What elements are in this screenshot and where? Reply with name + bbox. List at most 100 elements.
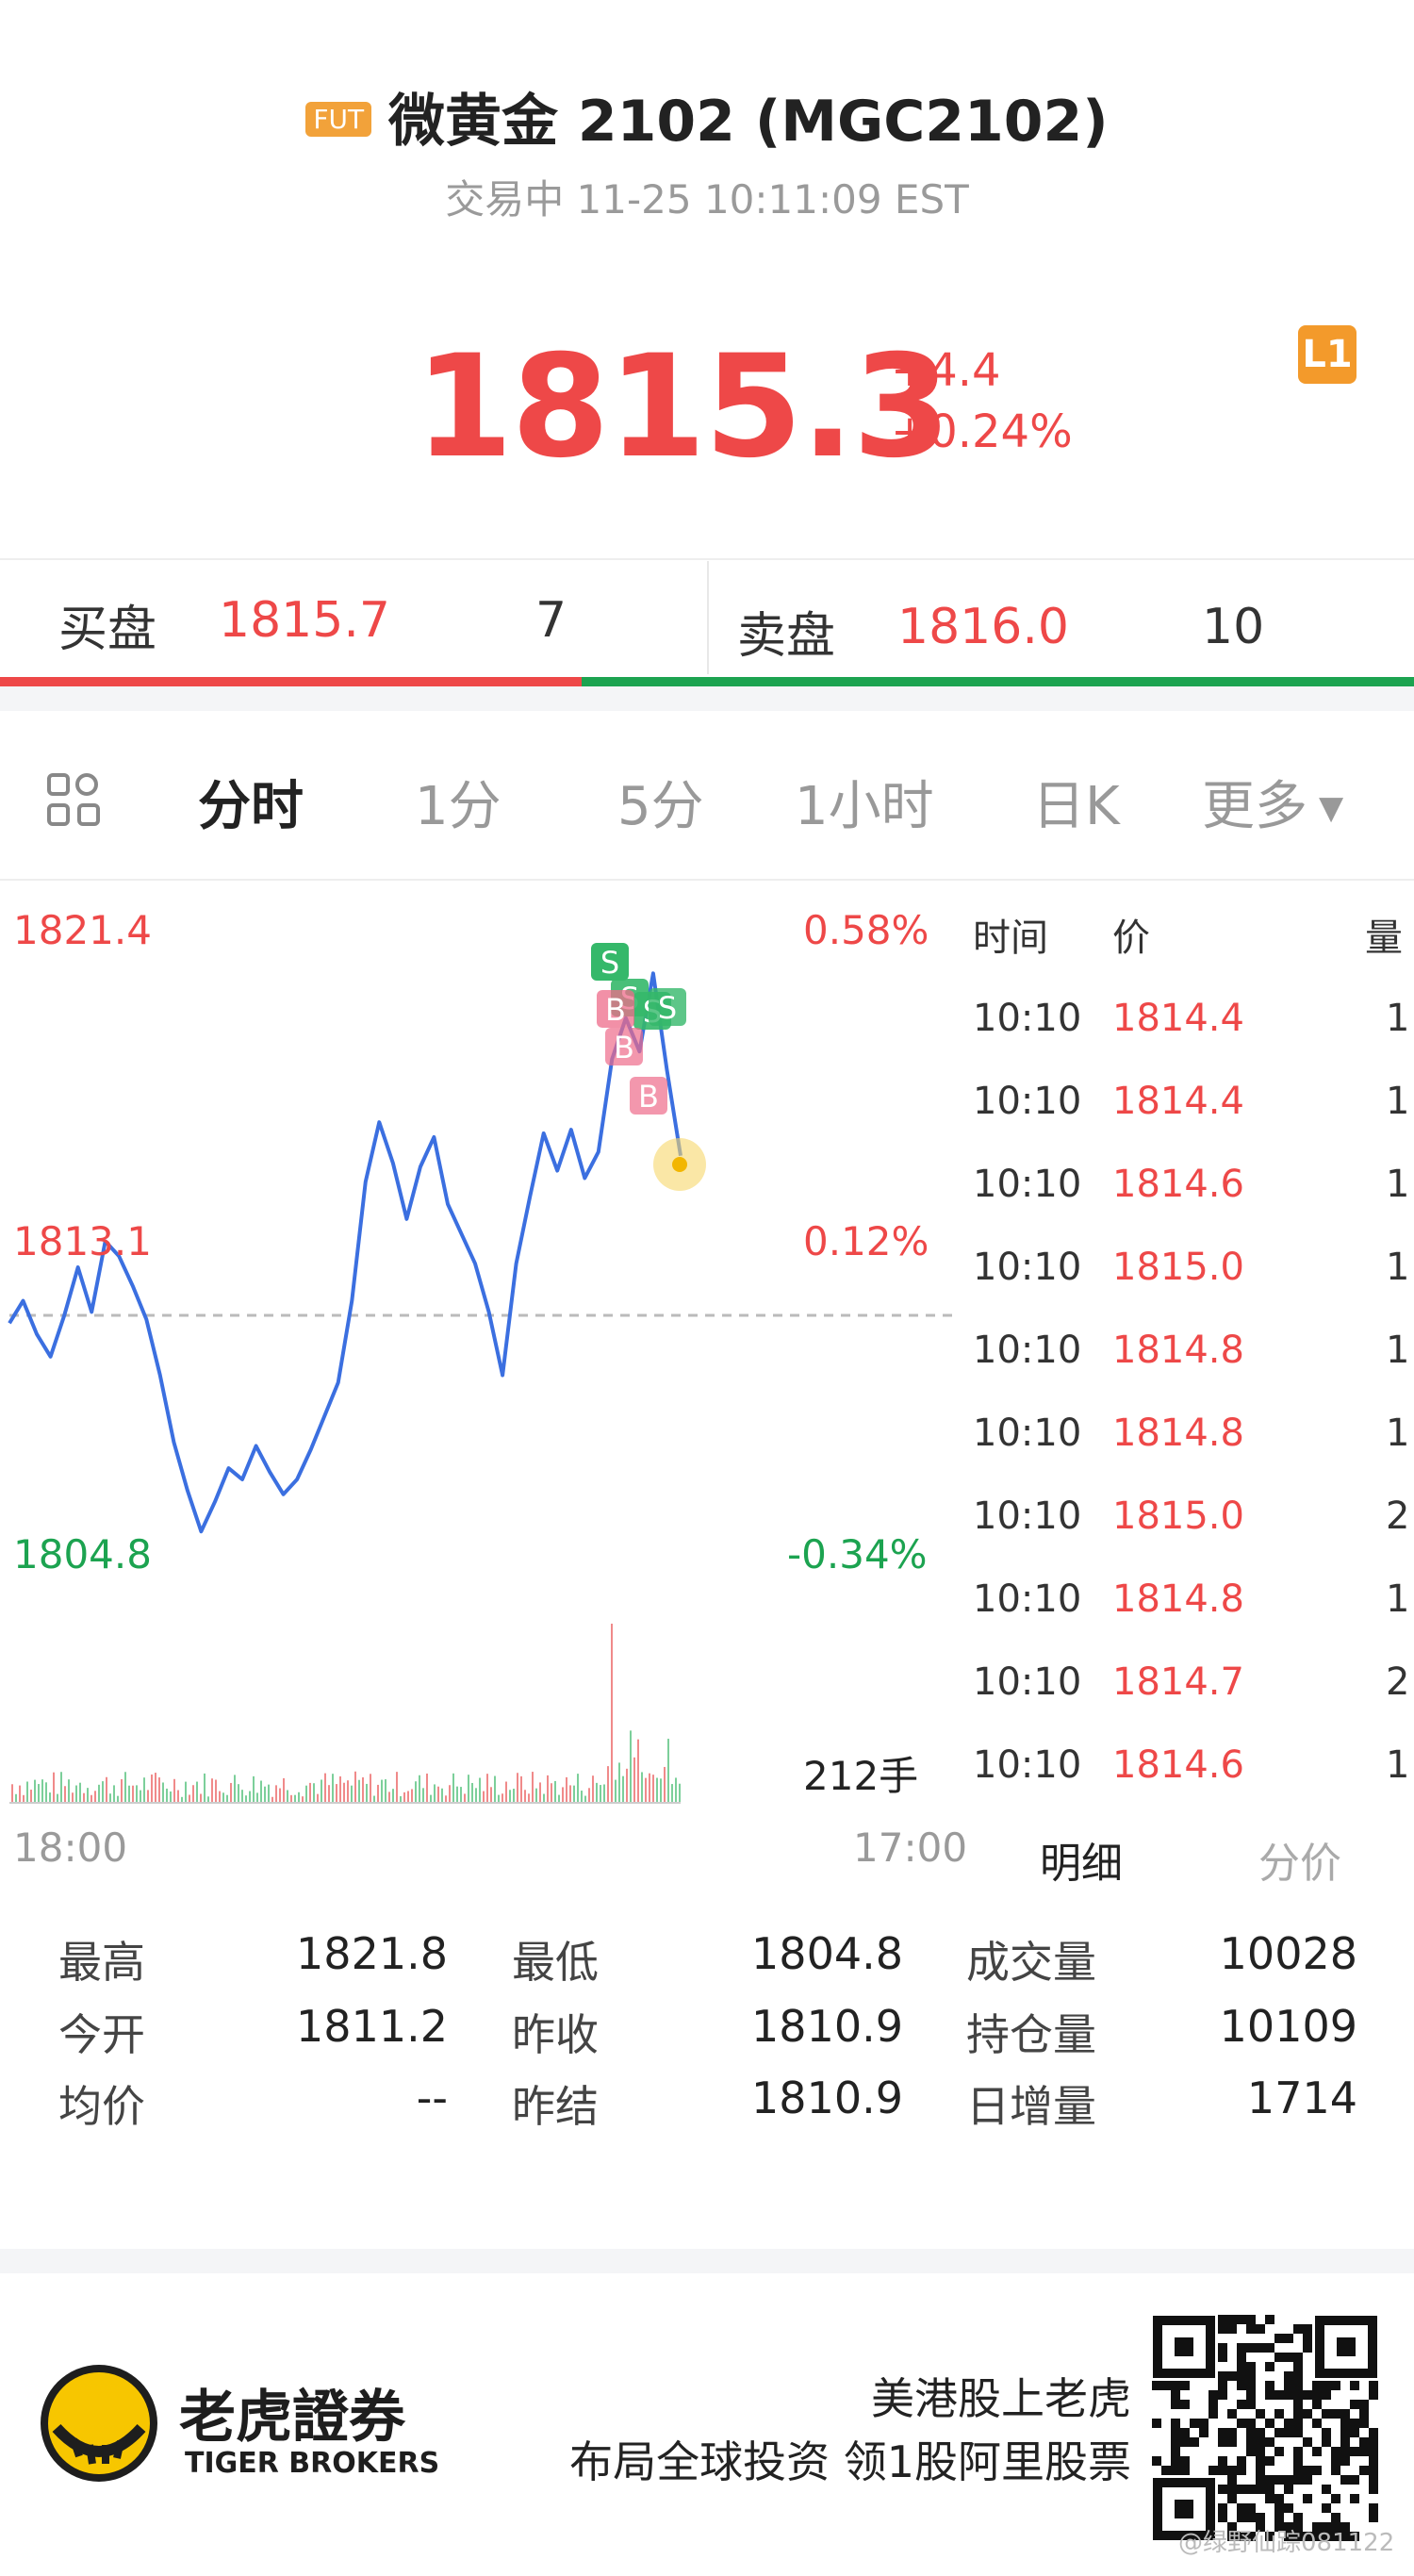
trade-volume: 1 [1386, 1743, 1410, 1787]
volume-bar [83, 1792, 85, 1803]
trading-status: 交易中 11-25 10:11:09 EST [445, 176, 969, 223]
volume-bar [328, 1785, 330, 1803]
volume-bar [211, 1778, 213, 1803]
volume-bar [68, 1779, 70, 1803]
volume-bar [664, 1766, 666, 1803]
level1-badge[interactable]: L1 [1298, 325, 1356, 384]
volume-bar [321, 1779, 322, 1803]
volume-bar [245, 1795, 247, 1803]
x-axis-end: 17:00 [853, 1825, 968, 1871]
volume-bar [551, 1783, 552, 1803]
volume-bar [249, 1791, 251, 1803]
ask-price: 1816.0 [897, 599, 1069, 655]
trades-header-time: 时间 [973, 916, 1048, 960]
volume-bar [192, 1785, 194, 1803]
volume-bar [377, 1784, 379, 1803]
volume-bar [558, 1794, 560, 1803]
volume-bar [45, 1782, 47, 1803]
volume-bar [486, 1774, 488, 1803]
trade-volume: 1 [1386, 1412, 1410, 1455]
volume-bar [170, 1791, 172, 1803]
stat-low-value: 1804.8 [751, 1928, 903, 1979]
divider [0, 879, 1414, 881]
volume-bar [241, 1790, 243, 1803]
volume-bar [298, 1792, 300, 1803]
volume-bar [121, 1778, 123, 1803]
tab-price-distribution[interactable]: 分价 [1258, 1840, 1341, 1888]
trade-price: 1815.0 [1112, 1246, 1244, 1289]
volume-bar [679, 1783, 681, 1803]
volume-bar [204, 1773, 206, 1803]
volume-bar [456, 1786, 458, 1803]
volume-bar [302, 1796, 304, 1803]
instrument-title: FUT 微黄金 2102 (MGC2102) [0, 75, 1414, 157]
volume-bar [385, 1779, 386, 1803]
tab-5min[interactable]: 5分 [617, 776, 704, 837]
buy-marker-text: B [614, 1030, 634, 1065]
pct-axis-high: 0.58% [803, 907, 929, 953]
qr-code-icon[interactable] [1152, 2315, 1378, 2541]
stat-open-interest-value: 10109 [1219, 2001, 1357, 2052]
volume-bar [351, 1785, 353, 1803]
volume-bar [336, 1784, 337, 1803]
volume-bar [196, 1781, 198, 1803]
tab-more[interactable]: 更多 ▼ [1202, 764, 1343, 840]
volume-bar [407, 1791, 409, 1803]
volume-bar [362, 1776, 364, 1803]
volume-bar [343, 1782, 345, 1803]
volume-bar [532, 1772, 534, 1803]
volume-bar [452, 1773, 454, 1803]
volume-bar [136, 1785, 138, 1803]
y-axis-high: 1821.4 [13, 907, 152, 953]
volume-bar [151, 1774, 153, 1803]
volume-bar [584, 1795, 586, 1803]
volume-bar [354, 1771, 356, 1803]
chevron-down-icon: ▼ [1319, 789, 1344, 827]
stat-avg-label: 均价 [58, 2081, 145, 2132]
volume-bar [430, 1794, 432, 1803]
volume-bar [460, 1787, 462, 1803]
buy-marker-text: B [638, 1079, 659, 1115]
tab-1hour[interactable]: 1小时 [795, 776, 934, 837]
volume-bar [49, 1792, 51, 1803]
volume-bar [622, 1775, 624, 1803]
volume-bar [11, 1784, 13, 1803]
volume-bar [132, 1785, 134, 1803]
volume-bar [189, 1794, 190, 1803]
trade-volume: 2 [1386, 1660, 1410, 1704]
tab-daily-k[interactable]: 日K [1032, 776, 1120, 837]
volume-bar [207, 1796, 209, 1803]
stat-prev-settle-value: 1810.9 [751, 2072, 903, 2123]
sell-marker-text: S [658, 990, 677, 1026]
volume-bar [230, 1782, 232, 1803]
trade-price: 1814.6 [1112, 1743, 1244, 1787]
brand-name-cn: 老虎證券 [179, 2385, 405, 2451]
tab-timeshare[interactable]: 分时 [198, 776, 304, 837]
last-price: 1815.3 [415, 325, 951, 489]
volume-bar [34, 1779, 36, 1803]
tab-1min[interactable]: 1分 [415, 776, 501, 837]
intraday-chart[interactable]: S S S S B B B [0, 886, 962, 1829]
trade-volume: 1 [1386, 1080, 1410, 1123]
volume-bar [554, 1780, 556, 1803]
sell-marker [649, 988, 686, 1026]
price-line [8, 971, 682, 1534]
volume-bar [294, 1794, 296, 1803]
tab-trade-detail[interactable]: 明细 [1040, 1840, 1123, 1888]
ask-label: 卖盘 [737, 608, 836, 665]
stat-high-value: 1821.8 [296, 1928, 448, 1979]
trade-volume: 1 [1386, 1163, 1410, 1206]
volume-bar [275, 1785, 277, 1803]
trade-price: 1814.4 [1112, 997, 1244, 1040]
volume-bar [566, 1776, 567, 1803]
price-change-pct: +0.24% [891, 405, 1073, 458]
brand-name-en: TIGER BROKERS [185, 2447, 440, 2480]
trade-price: 1814.8 [1112, 1577, 1244, 1621]
layout-grid-icon[interactable] [45, 771, 102, 828]
volume-bar [415, 1781, 417, 1803]
volume-bar [279, 1788, 281, 1803]
volume-bar [520, 1775, 522, 1803]
volume-bar [539, 1782, 541, 1803]
volume-bar [226, 1794, 228, 1803]
volume-bar [649, 1773, 650, 1803]
